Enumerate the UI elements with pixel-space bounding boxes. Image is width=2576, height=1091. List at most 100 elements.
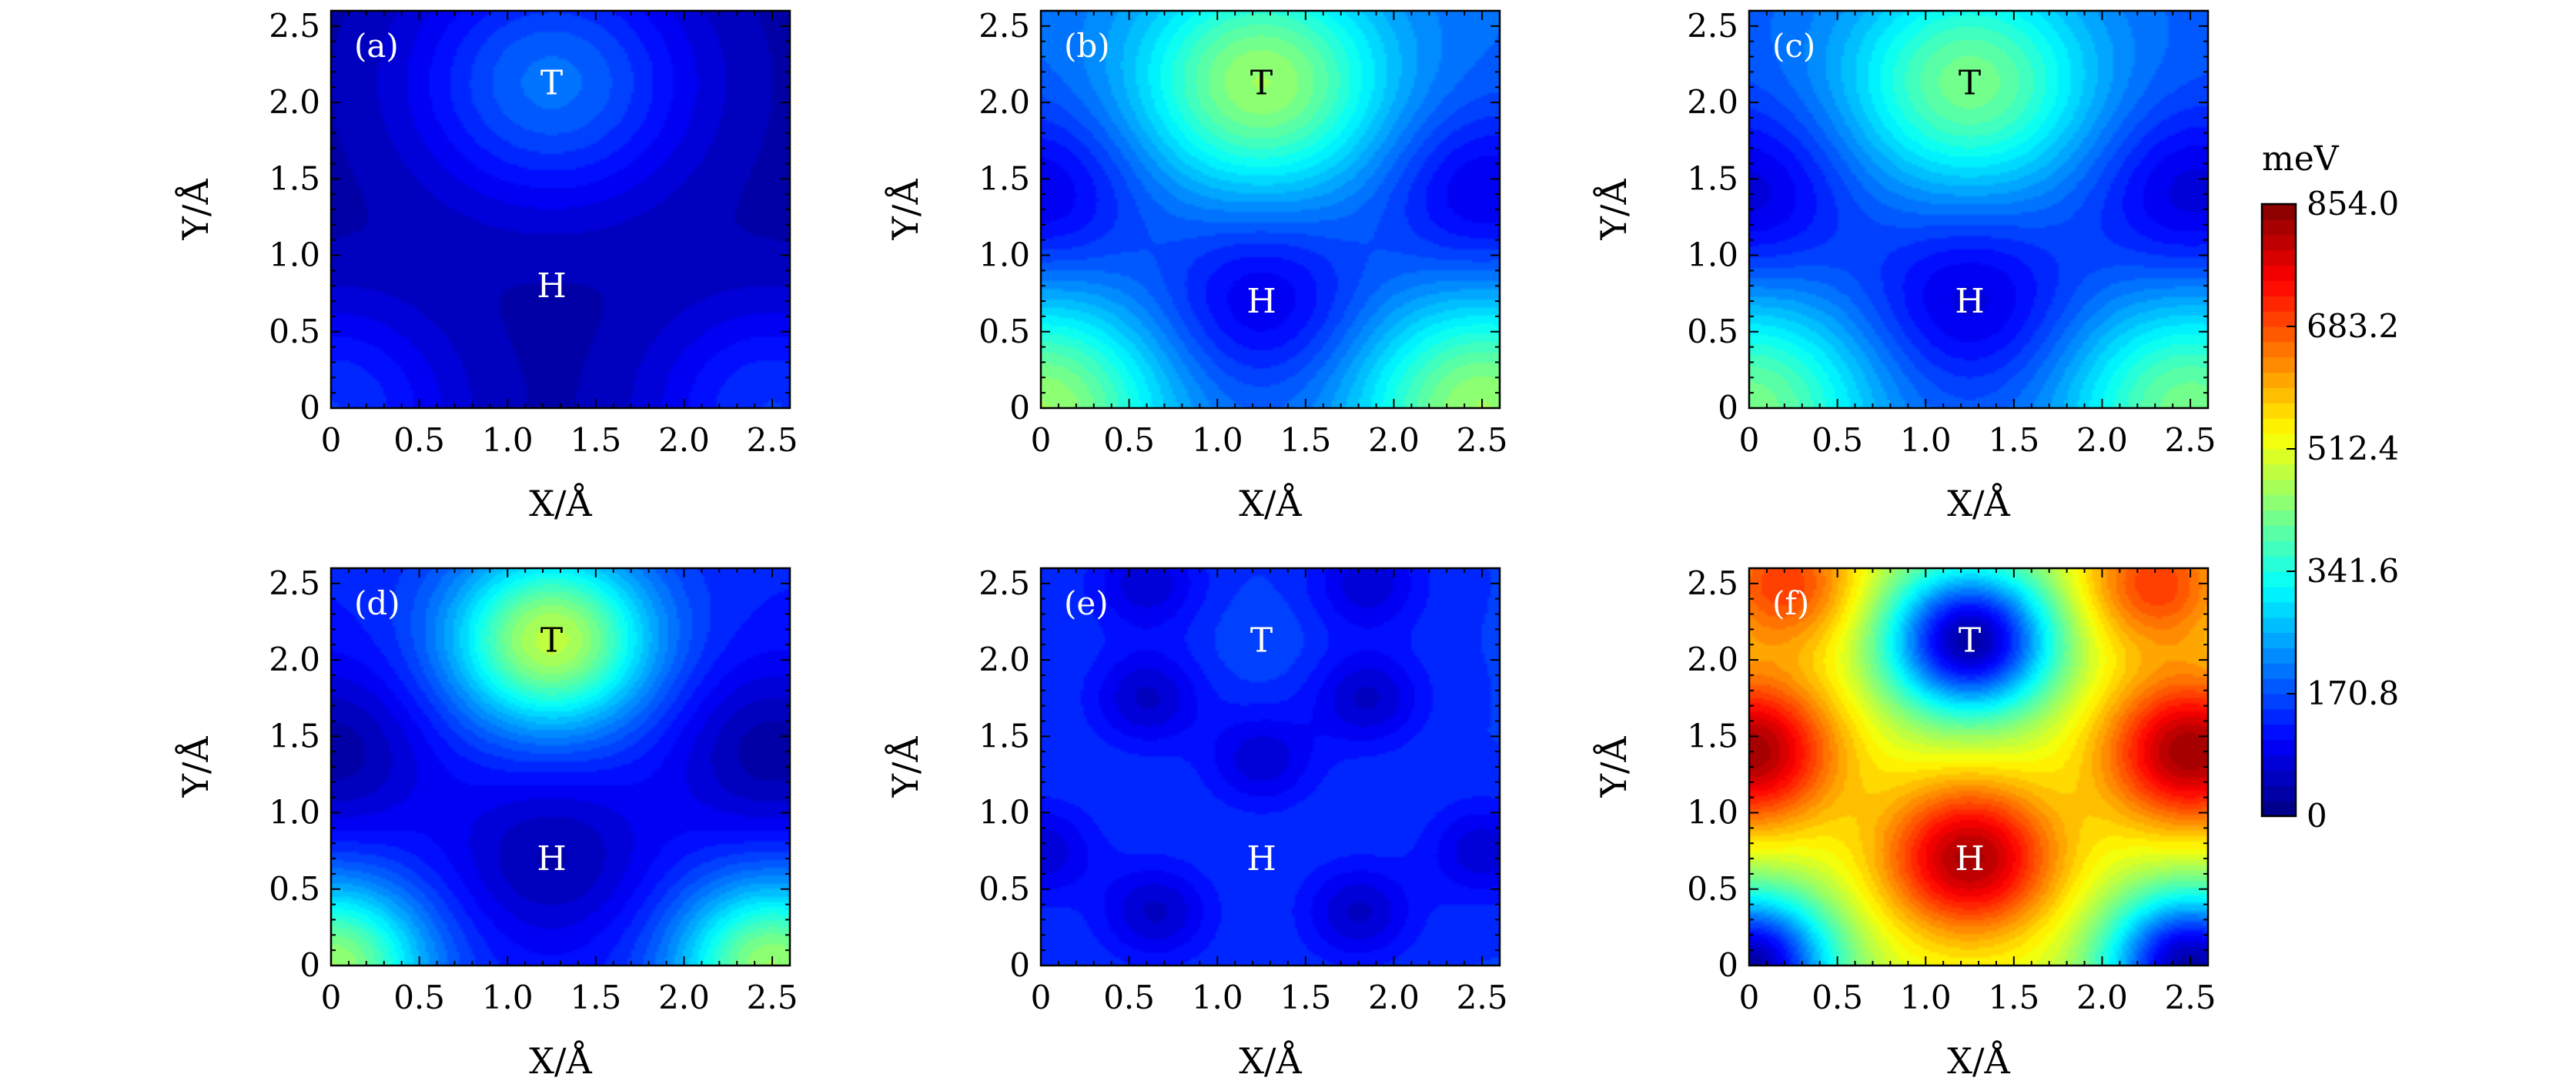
colorbar-level [2262, 601, 2296, 618]
site-annotation: T [1959, 621, 1981, 660]
colorbar-frame [2260, 202, 2297, 818]
colorbar-level [2262, 494, 2296, 511]
colorbar-level [2262, 755, 2296, 771]
heatmap-image [1749, 11, 2208, 408]
colorbar-level [2262, 525, 2296, 541]
panel-b: 0 0.5 1.0 1.5 2.0 2.5 0 0.5 1.0 1.5 2.0 2.5 X/Å Y/Å (b… [884, 7, 1507, 524]
colorbar-level [2262, 433, 2296, 450]
colorbar: meV 0 170.8 341.6 512.4 683.2 854.0 [2260, 139, 2399, 835]
panel-label: (d) [354, 584, 400, 622]
colorbar-level [2262, 249, 2296, 266]
x-tick-label: 0.5 [393, 421, 445, 459]
x-tick-label: 2.0 [658, 979, 710, 1016]
colorbar-level [2262, 372, 2296, 389]
x-tick-label: 0 [1031, 979, 1052, 1016]
heatmap-image [1041, 568, 1500, 966]
y-axis-label: Y/Å [174, 736, 216, 798]
colorbar-level [2262, 571, 2296, 587]
colorbar-level [2262, 632, 2296, 648]
x-tick-label: 2.5 [2165, 979, 2216, 1016]
y-tick-label: 1.0 [269, 236, 320, 274]
colorbar-level [2262, 311, 2296, 327]
y-tick-label: 0.5 [269, 313, 320, 350]
y-tick-label: 0.5 [1687, 870, 1738, 908]
y-tick-label: 1.5 [269, 159, 320, 197]
y-tick-label: 1.0 [979, 236, 1030, 274]
y-axis-label: Y/Å [174, 179, 216, 241]
x-tick-label: 1.0 [482, 421, 534, 459]
colorbar-tick-label: 341.6 [2307, 552, 2399, 590]
y-tick-label: 1.5 [269, 717, 320, 755]
site-annotation: H [537, 839, 566, 878]
colorbar-level [2262, 678, 2296, 694]
x-tick-label: 2.5 [747, 421, 798, 459]
y-tick-label: 2.0 [1687, 641, 1738, 678]
panel-label: (b) [1064, 27, 1110, 65]
colorbar-level [2262, 234, 2296, 251]
panel-label: (a) [354, 27, 399, 65]
y-tick-label: 1.0 [979, 794, 1030, 832]
x-tick-label: 1.5 [1280, 979, 1331, 1016]
y-tick-label: 2.5 [1687, 7, 1738, 45]
y-axis-label: Y/Å [1592, 179, 1634, 241]
panel-label: (e) [1064, 584, 1109, 622]
y-tick-label: 0 [1718, 946, 1738, 984]
colorbar-level [2262, 296, 2296, 312]
y-tick-label: 0.5 [979, 870, 1030, 908]
x-axis-label: X/Å [1947, 1039, 2010, 1082]
x-tick-label: 1.0 [1192, 979, 1243, 1016]
site-annotation: H [1246, 839, 1276, 878]
panel-label: (f) [1772, 584, 1809, 622]
panels: 0 0.5 1.0 1.5 2.0 2.5 0 0.5 1.0 1.5 2.0 2.5 X/Å Y/Å (a… [174, 7, 2216, 1082]
colorbar-tick-label: 170.8 [2307, 674, 2399, 712]
y-tick-label: 2.0 [269, 83, 320, 121]
colorbar-level [2262, 387, 2296, 403]
y-tick-label: 2.5 [979, 564, 1030, 602]
colorbar-level [2262, 663, 2296, 679]
x-tick-label: 2.5 [747, 979, 798, 1016]
x-tick-label: 0 [1739, 421, 1760, 459]
y-tick-label: 0 [1009, 946, 1030, 984]
y-axis-label: Y/Å [884, 179, 926, 241]
colorbar-unit-label: meV [2262, 139, 2340, 179]
colorbar-level [2262, 648, 2296, 664]
colorbar-level [2262, 326, 2296, 343]
y-tick-label: 1.5 [1687, 717, 1738, 755]
x-tick-label: 0 [321, 421, 342, 459]
colorbar-level [2262, 708, 2296, 725]
colorbar-tick-label: 0 [2307, 797, 2327, 835]
colorbar-level [2262, 403, 2296, 419]
site-annotation: T [1959, 63, 1981, 102]
y-axis-label: Y/Å [1592, 736, 1634, 798]
y-tick-label: 2.5 [269, 7, 320, 45]
y-tick-label: 0 [1718, 389, 1738, 427]
site-annotation: H [1955, 282, 1984, 321]
site-annotation: T [540, 63, 563, 102]
x-tick-label: 1.0 [1900, 979, 1952, 1016]
y-tick-label: 0.5 [269, 870, 320, 908]
site-annotation: H [1246, 282, 1276, 321]
colorbar-tick-label: 512.4 [2307, 430, 2399, 467]
panel-e: 0 0.5 1.0 1.5 2.0 2.5 0 0.5 1.0 1.5 2.0 2.5 X/Å Y/Å (e… [884, 564, 1507, 1082]
y-tick-label: 1.0 [269, 794, 320, 832]
y-tick-label: 1.0 [1687, 794, 1738, 832]
heatmap-image [1041, 11, 1500, 408]
colorbar-level [2262, 479, 2296, 496]
colorbar-level [2262, 356, 2296, 373]
x-tick-label: 0.5 [1812, 421, 1863, 459]
y-tick-label: 2.0 [979, 641, 1030, 678]
y-tick-label: 1.5 [1687, 159, 1738, 197]
x-tick-label: 0 [1031, 421, 1052, 459]
colorbar-level [2262, 204, 2296, 220]
x-tick-label: 1.0 [1900, 421, 1952, 459]
colorbar-level [2262, 801, 2296, 817]
y-tick-label: 1.5 [979, 159, 1030, 197]
panel-f: 0 0.5 1.0 1.5 2.0 2.5 0 0.5 1.0 1.5 2.0 2.5 X/Å Y/Å (f… [1592, 564, 2216, 1082]
x-tick-label: 2.5 [1457, 421, 1508, 459]
y-tick-label: 2.5 [979, 7, 1030, 45]
site-annotation: H [537, 266, 566, 306]
x-tick-label: 2.5 [2165, 421, 2216, 459]
x-tick-label: 2.0 [2076, 421, 2128, 459]
colorbar-level [2262, 265, 2296, 281]
